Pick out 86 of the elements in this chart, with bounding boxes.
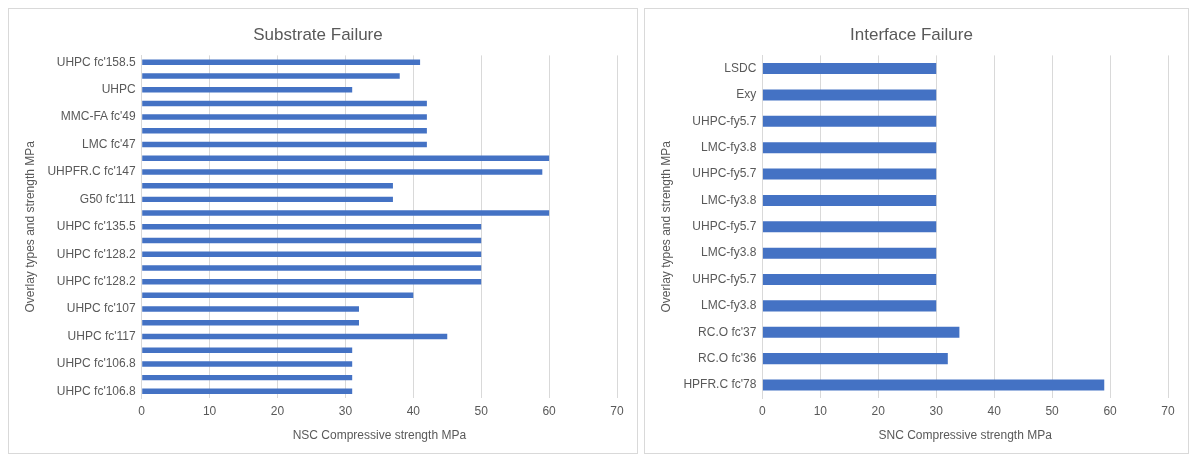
- bar: [142, 100, 427, 107]
- x-tick-label: 60: [542, 403, 557, 418]
- bar: [142, 182, 393, 189]
- y-tick-label: LMC-fy3.8: [701, 298, 757, 313]
- bar: [142, 320, 359, 326]
- bar: [142, 237, 482, 244]
- y-tick-label: UHPC fc'117: [67, 328, 137, 343]
- bar: [142, 388, 353, 395]
- y-tick-label: UHPC-fy5.7: [692, 219, 757, 234]
- x-tick-label: 0: [138, 403, 146, 418]
- y-axis-title: Overlay types and strength MPa: [22, 140, 37, 313]
- bar: [762, 115, 937, 127]
- y-tick-label: LMC-fy3.8: [701, 192, 757, 207]
- bar: [142, 224, 482, 230]
- y-tick-label: LMC fc'47: [82, 136, 137, 151]
- x-tick-label: 30: [929, 403, 944, 418]
- y-tick-label: RC.O fc'36: [698, 350, 757, 365]
- y-tick-label: HPFR.C fc'78: [683, 377, 757, 392]
- y-tick-label: LMC-fy3.8: [701, 245, 757, 260]
- bar: [142, 374, 353, 381]
- y-axis-title: Overlay types and strength MPa: [658, 140, 673, 313]
- y-tick-label: MMC-FA fc'49: [60, 109, 137, 124]
- x-tick-label: 70: [1161, 403, 1175, 418]
- bar: [142, 306, 359, 312]
- y-tick-label: UHPC fc'135.5: [56, 219, 137, 234]
- x-axis-title: NSC Compressive strength MPa: [292, 428, 467, 443]
- bar: [762, 247, 937, 259]
- x-tick-label: 20: [270, 403, 285, 418]
- y-tick-label: UHPC fc'107: [66, 301, 137, 316]
- bar: [762, 300, 937, 312]
- x-tick-label: 30: [338, 403, 353, 418]
- bar: [762, 194, 937, 206]
- bar: [762, 168, 937, 180]
- x-tick-label: 10: [202, 403, 217, 418]
- bar: [762, 379, 1105, 391]
- y-tick-label: RC.O fc'37: [698, 324, 757, 339]
- y-tick-label: UHPFR.C fc'147: [47, 164, 137, 179]
- y-tick-label: UHPC fc'106.8: [56, 383, 137, 398]
- y-tick-label: UHPC-fy5.7: [692, 166, 757, 181]
- x-tick-label: 40: [406, 403, 421, 418]
- bar: [142, 333, 448, 340]
- x-tick-label: 50: [474, 403, 489, 418]
- bar: [762, 326, 960, 338]
- x-tick-label: 40: [987, 403, 1002, 418]
- x-tick-label: 0: [759, 403, 767, 418]
- chart-title: Substrate Failure: [253, 24, 383, 44]
- x-tick-label: 60: [1103, 403, 1118, 418]
- bar: [762, 221, 937, 233]
- x-axis-title: SNC Compressive strength MPa: [878, 428, 1053, 443]
- y-tick-label: G50 fc'111: [79, 191, 137, 206]
- bar: [142, 59, 421, 65]
- bar: [142, 128, 427, 134]
- y-tick-label: UHPC-fy5.7: [692, 113, 757, 128]
- y-tick-label: LMC-fy3.8: [701, 140, 757, 154]
- bar: [142, 86, 353, 93]
- bar: [142, 169, 543, 175]
- bar: [142, 73, 400, 79]
- bar: [762, 89, 937, 101]
- x-tick-label: 20: [871, 403, 886, 418]
- y-tick-label: UHPC fc'158.5: [56, 54, 137, 69]
- bar: [142, 278, 482, 285]
- bar: [142, 251, 482, 257]
- y-tick-label: LSDC: [724, 60, 757, 75]
- y-tick-label: UHPC: [101, 81, 137, 96]
- x-tick-label: 70: [610, 403, 624, 418]
- bar: [762, 142, 937, 154]
- bar: [142, 265, 482, 271]
- y-tick-label: UHPC fc'128.2: [56, 246, 137, 261]
- x-tick-label: 50: [1045, 403, 1060, 418]
- bar: [142, 196, 393, 203]
- bar: [142, 347, 353, 353]
- y-tick-label: UHPC fc'128.2: [56, 273, 137, 288]
- chart-title: Interface Failure: [850, 24, 973, 44]
- bar: [142, 361, 353, 367]
- bar: [142, 155, 550, 161]
- bar: [762, 274, 937, 286]
- bar: [142, 292, 414, 299]
- bar: [142, 210, 550, 216]
- bar: [142, 141, 427, 148]
- bar: [762, 63, 937, 75]
- y-tick-label: Exy: [736, 87, 757, 102]
- bar: [142, 114, 427, 120]
- y-tick-label: UHPC fc'106.8: [56, 356, 137, 371]
- x-tick-label: 10: [813, 403, 828, 418]
- y-tick-label: UHPC-fy5.7: [692, 271, 757, 286]
- bar: [762, 353, 948, 365]
